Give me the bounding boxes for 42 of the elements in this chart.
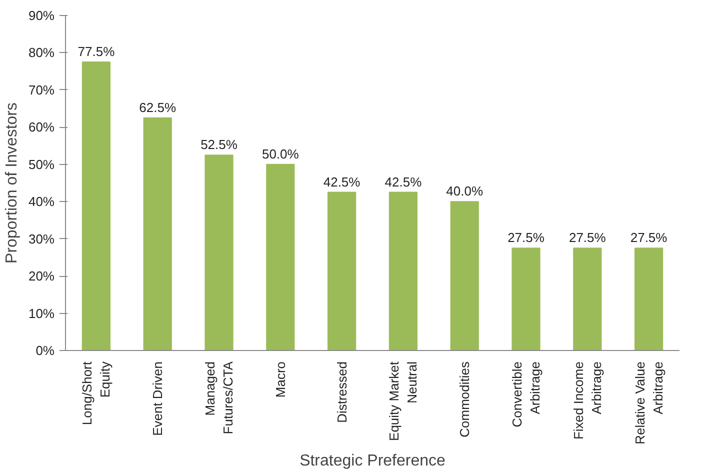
x-tick-label: Convertible Arbitrage [510,361,542,428]
y-tick-label: 10% [28,306,55,321]
y-tick-label: 50% [28,156,55,172]
y-tick-label: 30% [28,231,55,246]
bar [634,248,664,350]
y-axis-title: Proportion of Investors [3,102,20,264]
x-tick-label: Distressed [334,361,350,423]
y-tick-label: 20% [28,268,55,284]
data-label: 77.5% [78,44,116,60]
x-axis-title: Strategic Preference [300,452,446,470]
y-tick-label: 70% [28,82,55,98]
data-label: 50.0% [262,146,300,162]
y-tick-label: 60% [28,120,55,135]
y-tick-label: 0% [36,343,55,358]
bar [388,192,418,350]
bar [82,62,111,350]
x-tick-label: Macro [272,361,288,398]
bar [204,154,234,350]
x-tick-label: Fixed Income Arbitrage [570,361,604,440]
x-tick-label: Long/Short Equity [80,361,113,426]
x-tick-label: Commodities [457,361,472,438]
bar [143,117,172,350]
data-label: 40.0% [446,184,484,199]
x-tick-label: Managed Futures/CTA [202,361,236,434]
x-tick-label: Event Driven [150,362,166,436]
data-label: 27.5% [508,230,545,246]
data-label: 27.5% [630,230,668,246]
bar [327,192,356,350]
bar [266,164,295,350]
y-tick-label: 90% [28,8,55,23]
bar [573,248,602,350]
bar [512,248,540,350]
x-tick-label: Relative Value Arbitrage [632,361,666,444]
y-tick-label: 40% [28,194,55,210]
data-label: 62.5% [139,100,176,115]
y-tick-label: 80% [28,45,55,60]
data-label: 27.5% [568,230,606,246]
data-label: 42.5% [323,174,361,190]
x-tick-label: Equity Market Neutral [386,361,420,441]
data-label: 52.5% [200,137,238,152]
data-label: 42.5% [384,174,422,190]
bar [450,201,479,350]
